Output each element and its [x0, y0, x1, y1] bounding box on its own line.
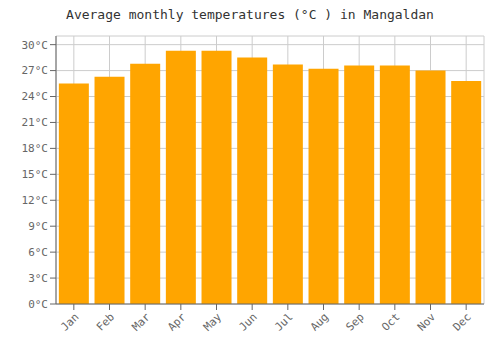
svg-text:9°C: 9°C — [28, 220, 48, 233]
svg-text:Apr: Apr — [165, 310, 189, 334]
svg-text:Nov: Nov — [415, 310, 439, 334]
svg-text:Jul: Jul — [272, 310, 295, 333]
svg-text:21°C: 21°C — [22, 116, 49, 129]
svg-text:18°C: 18°C — [22, 142, 49, 155]
svg-text:Oct: Oct — [379, 310, 402, 333]
svg-text:12°C: 12°C — [22, 194, 49, 207]
svg-text:Aug: Aug — [308, 310, 331, 333]
svg-text:6°C: 6°C — [28, 246, 48, 259]
svg-text:15°C: 15°C — [22, 168, 49, 181]
svg-text:Feb: Feb — [94, 310, 117, 333]
svg-text:0°C: 0°C — [28, 298, 48, 311]
svg-text:Dec: Dec — [451, 310, 474, 333]
svg-text:Jan: Jan — [58, 310, 81, 333]
svg-text:3°C: 3°C — [28, 272, 48, 285]
svg-text:30°C: 30°C — [22, 39, 49, 52]
svg-text:Sep: Sep — [344, 310, 367, 333]
svg-text:24°C: 24°C — [22, 90, 49, 103]
svg-text:Mar: Mar — [130, 310, 154, 334]
svg-text:May: May — [201, 310, 225, 334]
svg-text:27°C: 27°C — [22, 64, 49, 77]
svg-text:Jun: Jun — [237, 310, 260, 333]
html-text:Average monthly temperatures (: Average monthly temperatures (°C ) in Ma… — [66, 7, 434, 22]
